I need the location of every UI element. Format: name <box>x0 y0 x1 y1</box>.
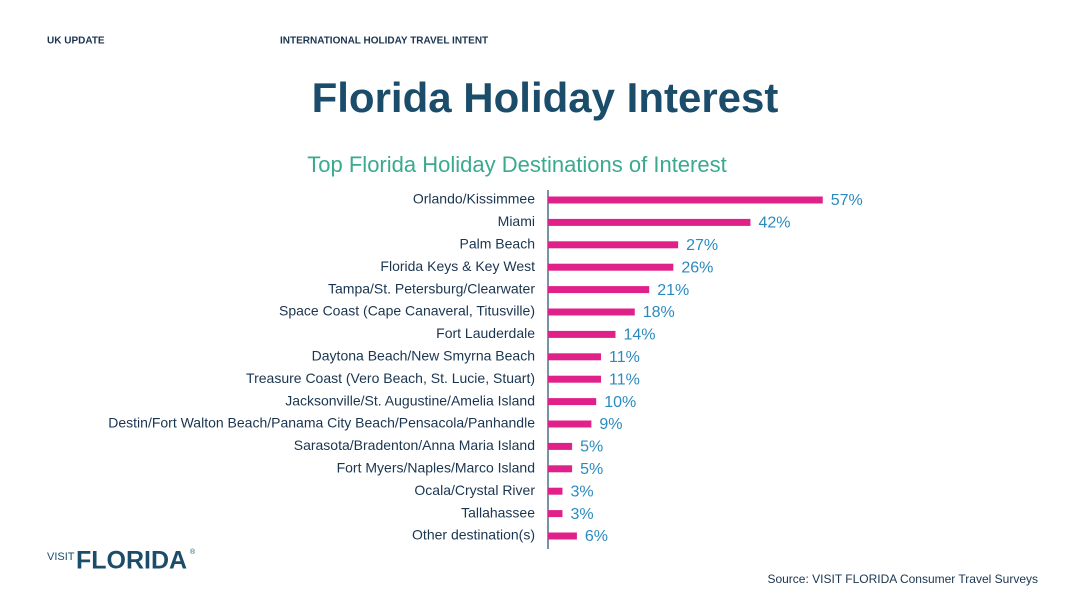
value-label: 21% <box>657 282 689 299</box>
header-center: INTERNATIONAL HOLIDAY TRAVEL INTENT <box>280 36 488 47</box>
bar <box>548 398 597 406</box>
value-label: 18% <box>643 304 675 321</box>
bar <box>548 487 563 495</box>
slide-title: Florida Holiday Interest <box>312 74 779 121</box>
category-label: Sarasota/Bradenton/Anna Maria Island <box>294 437 535 453</box>
value-label: 5% <box>580 461 603 478</box>
value-label: 10% <box>604 394 636 411</box>
source-note: Source: VISIT FLORIDA Consumer Travel Su… <box>767 572 1038 586</box>
category-label: Space Coast (Cape Canaveral, Titusville) <box>279 303 535 319</box>
category-label: Jacksonville/St. Augustine/Amelia Island <box>285 392 535 408</box>
category-label: Other destination(s) <box>412 527 535 543</box>
bar <box>548 375 602 383</box>
value-label: 57% <box>831 192 863 209</box>
bar <box>548 286 650 294</box>
bar <box>548 263 674 271</box>
bar <box>548 465 573 473</box>
logo-brand: FLORIDA <box>76 547 187 575</box>
category-label: Ocala/Crystal River <box>414 482 535 498</box>
value-label: 26% <box>681 259 713 276</box>
value-label: 11% <box>609 371 640 388</box>
logo-visit: VISIT <box>47 551 75 563</box>
category-label: Destin/Fort Walton Beach/Panama City Bea… <box>108 415 535 431</box>
bar <box>548 308 635 316</box>
category-label: Miami <box>498 213 535 229</box>
bar <box>548 218 751 226</box>
category-label: Palm Beach <box>460 236 535 252</box>
category-label: Daytona Beach/New Smyrna Beach <box>312 348 535 364</box>
bar <box>548 196 823 204</box>
category-label: Fort Myers/Naples/Marco Island <box>337 460 535 476</box>
value-label: 6% <box>585 528 608 545</box>
value-label: 27% <box>686 237 718 254</box>
chart-title: Top Florida Holiday Destinations of Inte… <box>307 152 726 177</box>
value-label: 5% <box>580 439 603 456</box>
value-label: 3% <box>570 483 593 500</box>
logo-mark: ® <box>190 548 196 556</box>
category-label: Tampa/St. Petersburg/Clearwater <box>328 280 535 296</box>
category-label: Tallahassee <box>461 504 535 520</box>
bar <box>548 330 616 338</box>
value-label: 42% <box>758 215 790 232</box>
value-label: 11% <box>609 349 640 366</box>
category-label: Fort Lauderdale <box>436 325 535 341</box>
bar <box>548 442 573 450</box>
header-left: UK UPDATE <box>47 36 105 47</box>
bar <box>548 420 592 428</box>
category-label: Orlando/Kissimmee <box>413 191 535 207</box>
bar <box>548 353 602 361</box>
bar <box>548 510 563 518</box>
category-label: Florida Keys & Key West <box>380 258 535 274</box>
category-label: Treasure Coast (Vero Beach, St. Lucie, S… <box>246 370 535 386</box>
value-label: 9% <box>599 416 622 433</box>
value-label: 3% <box>570 506 593 523</box>
value-label: 14% <box>623 327 655 344</box>
bar <box>548 532 577 540</box>
bar <box>548 241 679 249</box>
